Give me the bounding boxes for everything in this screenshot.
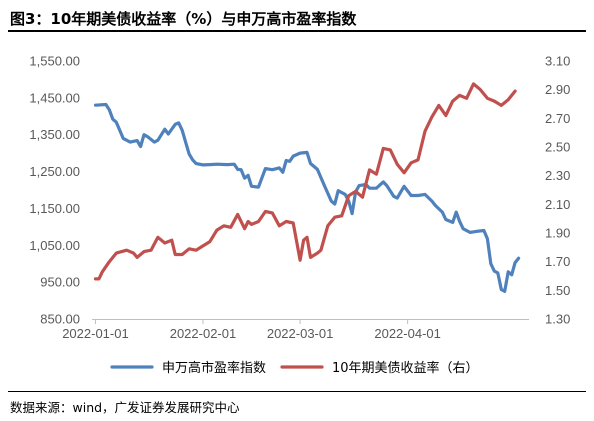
y-left-tick-label: 850.00 xyxy=(40,312,80,327)
y-left-tick-label: 1,250.00 xyxy=(29,164,80,179)
y-right-tick-label: 1.50 xyxy=(545,283,570,298)
y-right-tick-label: 2.30 xyxy=(545,168,570,183)
data-source: 数据来源：wind，广发证券发展研究中心 xyxy=(10,400,240,415)
series-line-treasury-yield xyxy=(93,82,517,281)
series-line-pe-index xyxy=(93,102,521,293)
x-tick-label: 2022-02-01 xyxy=(170,326,237,341)
x-tick-label: 2022-01-01 xyxy=(62,326,129,341)
y-right-tick-label: 2.90 xyxy=(545,82,570,97)
y-left-tick-label: 1,150.00 xyxy=(29,201,80,216)
y-left-tick-label: 1,450.00 xyxy=(29,90,80,105)
y-right-tick-label: 3.10 xyxy=(545,54,570,69)
legend-label-pe-index: 申万高市盈率指数 xyxy=(162,360,266,376)
footer: 数据来源：wind，广发证券发展研究中心 xyxy=(8,391,586,416)
y-right-tick-label: 2.70 xyxy=(545,111,570,126)
chart-title: 图3：10年期美债收益率（%）与申万高市盈率指数 xyxy=(10,10,357,28)
y-left-tick-label: 950.00 xyxy=(40,275,80,290)
y-right-tick-label: 1.70 xyxy=(545,254,570,269)
title-bar: 图3：10年期美债收益率（%）与申万高市盈率指数 xyxy=(8,4,586,32)
legend-label-treasury-yield: 10年期美债收益率（右） xyxy=(332,360,479,376)
y-right-tick-label: 1.90 xyxy=(545,226,570,241)
y-right-tick-label: 1.30 xyxy=(545,312,570,327)
y-right-tick-label: 2.50 xyxy=(545,140,570,155)
x-tick-label: 2022-04-01 xyxy=(374,326,441,341)
y-left-tick-label: 1,050.00 xyxy=(29,238,80,253)
y-right-tick-label: 2.10 xyxy=(545,197,570,212)
y-left-tick-label: 1,350.00 xyxy=(29,127,80,142)
x-tick-label: 2022-03-01 xyxy=(267,326,334,341)
y-left-tick-label: 1,550.00 xyxy=(29,54,80,69)
